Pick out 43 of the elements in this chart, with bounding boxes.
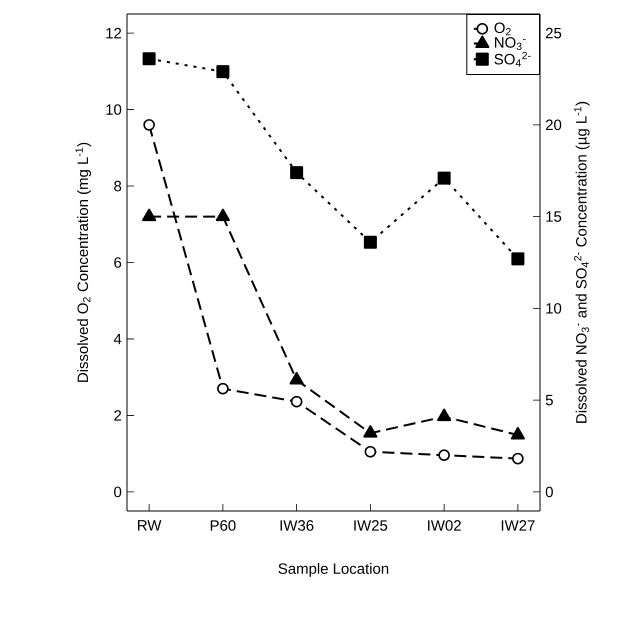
x-tick-label: RW — [138, 520, 162, 530]
point — [512, 452, 524, 464]
x-tick-label: IW36 — [280, 520, 314, 531]
y2-tick-label: 25 — [546, 28, 562, 38]
y2-tick-label: 5 — [546, 394, 553, 406]
legend-label: NO$_{3}$- — [495, 37, 526, 50]
point — [290, 396, 302, 408]
x-tick-label: IW02 — [428, 520, 461, 531]
x-tick-label: IW27 — [502, 520, 535, 531]
point — [438, 449, 450, 461]
y-axis-title: Dissolved O$_{2}$ Concentration (mg L$^{-1}$) — [76, 142, 92, 382]
point — [143, 119, 155, 131]
point — [216, 208, 230, 222]
y-tick-label: 8 — [114, 180, 122, 192]
y2-tick-label: 20 — [546, 120, 562, 130]
y-tick-label: 0 — [114, 486, 122, 498]
point — [510, 427, 525, 440]
text: Dissolved NO$_{3}$$^{-}$ and SO$_{4}$$^{2-}$ Concentration (µg L$^{-1}$) — [574, 102, 590, 423]
y-tick-label: 12 — [106, 28, 122, 38]
point — [290, 372, 304, 384]
y2-tick-label: 10 — [546, 303, 562, 314]
y-tick-label: 2 — [114, 410, 122, 421]
point — [217, 382, 229, 394]
y2-tick-label: 0 — [546, 486, 553, 498]
legend-label: O$_{2}$ — [494, 22, 511, 36]
point — [364, 446, 376, 458]
point — [363, 425, 378, 438]
point — [437, 408, 452, 422]
point — [511, 252, 524, 266]
y-tick-label: 10 — [106, 104, 122, 115]
x-tick-label: IW25 — [354, 520, 388, 531]
y2-tick-label: 15 — [546, 211, 562, 222]
x-axis-title: Sample Location — [278, 562, 388, 577]
point — [364, 236, 377, 249]
point — [142, 208, 156, 222]
point — [438, 172, 451, 185]
legend-label: SO$_{4}$2- — [494, 52, 531, 67]
y-tick-label: 6 — [114, 257, 122, 268]
point — [216, 65, 230, 78]
y-tick-label: 4 — [114, 334, 122, 344]
x-tick-label: P60 — [210, 520, 236, 531]
point — [142, 52, 156, 66]
point — [290, 166, 304, 180]
